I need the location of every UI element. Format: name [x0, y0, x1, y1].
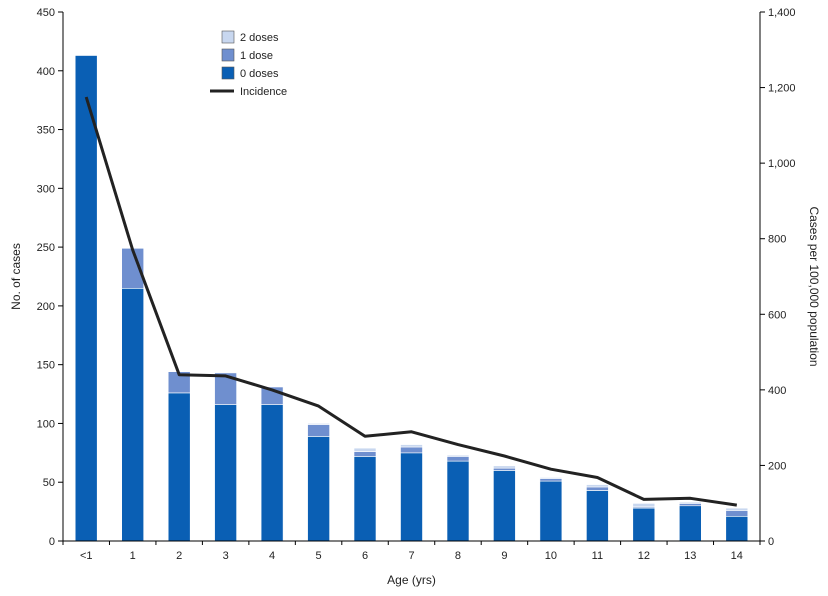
bar-1-dose-5	[307, 424, 330, 437]
left-y-tick-label: 200	[37, 301, 55, 313]
legend-swatch-1-dose	[221, 48, 235, 62]
right-y-tick-label: 600	[768, 309, 786, 321]
bar-2-doses-10	[539, 477, 563, 480]
left-y-tick-label: 400	[37, 66, 55, 78]
right-y-tick-label: 1,000	[768, 158, 796, 170]
x-tick-label: 3	[223, 550, 229, 562]
x-tick-label: 6	[362, 550, 368, 562]
bar-0-doses-4	[260, 404, 284, 542]
bars-layer	[74, 55, 749, 542]
left-y-tick-label: 0	[49, 536, 55, 548]
legend-label-incidence: Incidence	[240, 86, 287, 98]
bar-0-doses-10	[539, 480, 563, 542]
right-y-tick-label: 200	[768, 460, 786, 472]
x-tick-label: 12	[638, 550, 650, 562]
bar-2-doses-11	[586, 484, 609, 488]
bar-0-doses-13	[678, 505, 702, 542]
bar-1-dose-8	[446, 456, 470, 462]
x-tick-label: 2	[176, 550, 182, 562]
x-tick-label: 8	[455, 550, 461, 562]
bar-0-doses-3	[214, 404, 237, 542]
bar-1-dose-11	[586, 486, 609, 491]
incidence-line-layer	[84, 96, 738, 507]
bar-2-doses-7	[400, 444, 423, 448]
incidence-line	[84, 96, 738, 507]
x-tick-label: 7	[408, 550, 414, 562]
bar-1-dose-6	[353, 451, 377, 457]
left-y-tick-label: 250	[37, 242, 55, 254]
bar-1-dose-14	[725, 510, 749, 517]
legend-swatch-2-doses	[221, 30, 235, 44]
x-tick-label: 4	[269, 550, 275, 562]
left-y-tick-label: 350	[37, 125, 55, 137]
bar-0-doses-11	[586, 490, 609, 542]
bar-0-doses-7	[400, 452, 423, 542]
left-y-tick-label: 50	[43, 477, 55, 489]
axes-layer: 0 50 100 150 200 250 300 350 400 450 0 200 400 600 800…	[9, 7, 821, 587]
bar-0-doses-8	[446, 460, 470, 542]
x-tick-label: 10	[545, 550, 557, 562]
x-tick-label: 1	[130, 550, 136, 562]
x-tick-label: 9	[501, 550, 507, 562]
bar-2-doses-12	[632, 503, 656, 508]
x-tick-label: 14	[731, 550, 743, 562]
bar-2-doses-9	[493, 465, 516, 469]
bar-0-doses-6	[353, 456, 377, 542]
bar-0-doses-9	[493, 470, 516, 542]
right-y-axis-title: Cases per 100,000 population	[807, 206, 821, 366]
bar-1-dose-10	[539, 478, 563, 482]
bar-1-dose-3	[214, 372, 237, 405]
bar-0-doses-2	[167, 392, 191, 542]
right-y-tick-label: 400	[768, 385, 786, 397]
bar-2-doses-14	[725, 507, 749, 511]
bar-0-doses-5	[307, 436, 330, 542]
right-y-tick-label: 1,400	[768, 7, 796, 19]
bar-2-doses-6	[353, 447, 377, 452]
left-y-tick-label: 150	[37, 360, 55, 372]
x-tick-label: 13	[684, 550, 696, 562]
x-axis-title: Age (yrs)	[387, 573, 436, 587]
left-y-tick-label: 100	[37, 418, 55, 430]
legend-label-2-doses: 2 doses	[240, 32, 279, 44]
right-y-tick-label: 1,200	[768, 83, 796, 95]
bar-0-doses-0	[74, 55, 98, 542]
left-y-tick-label: 300	[37, 183, 55, 195]
right-y-tick-label: 0	[768, 536, 774, 548]
bar-0-doses-14	[725, 515, 749, 542]
x-tick-label: 11	[592, 550, 603, 562]
bar-2-doses-13	[678, 501, 702, 504]
x-tick-label: 5	[316, 550, 322, 562]
legend: 2 doses 1 dose 0 doses Incidence	[210, 30, 287, 98]
bar-0-doses-12	[632, 507, 656, 542]
right-y-tick-label: 800	[768, 234, 786, 246]
bar-0-doses-1	[121, 287, 144, 542]
bar-2-doses-5	[307, 423, 330, 425]
legend-swatch-0-doses	[221, 66, 235, 80]
left-y-axis-title: No. of cases	[9, 243, 23, 310]
legend-label-1-dose: 1 dose	[240, 50, 273, 62]
bar-2-doses-8	[446, 454, 470, 457]
x-tick-label: <1	[80, 550, 93, 562]
legend-label-0-doses: 0 doses	[240, 68, 279, 80]
bar-1-dose-13	[678, 503, 702, 507]
left-y-tick-label: 450	[37, 7, 55, 19]
bar-1-dose-7	[400, 446, 423, 454]
